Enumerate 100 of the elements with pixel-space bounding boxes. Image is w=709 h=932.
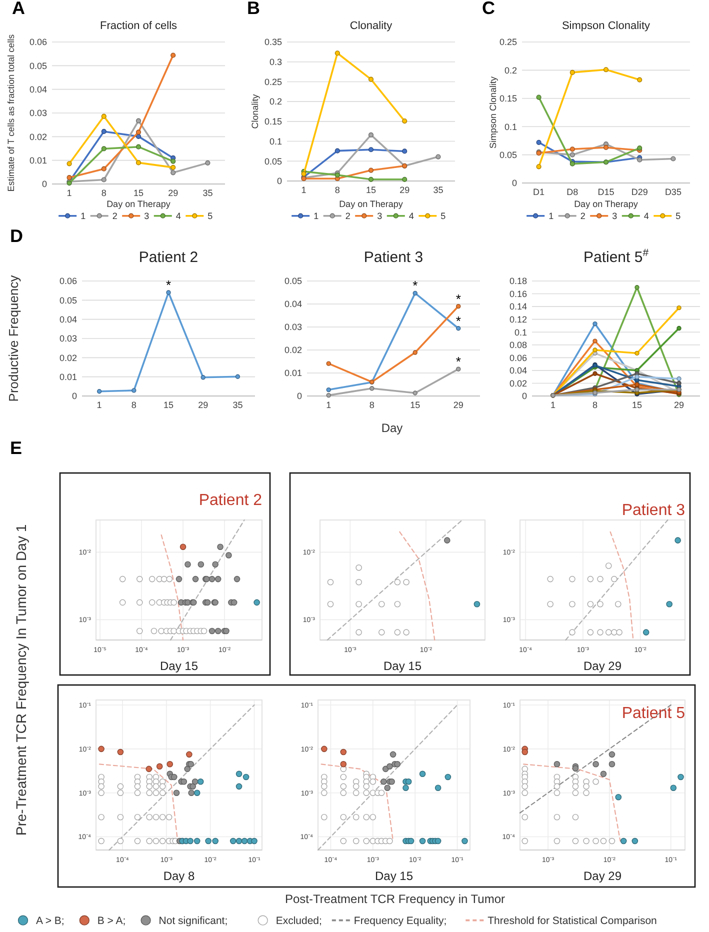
annotation: * [166, 278, 172, 292]
y-tick-label: 0.05 [59, 295, 77, 306]
chart-title: Patient 3 [364, 249, 424, 266]
x-axis-title: Day [381, 421, 403, 435]
y-tick-label: 0.1 [504, 122, 517, 132]
y-tick-label: 0.25 [264, 76, 282, 87]
legend-label: 1 [548, 211, 554, 221]
y-tick-label: 0.16 [509, 288, 527, 299]
y-tick-label: 0 [522, 391, 527, 402]
y-tick-label: 0.01 [59, 372, 77, 382]
x-tick-label: 15 [133, 188, 144, 198]
chart-title: Fraction of cells [100, 20, 178, 32]
x-tick-label: 35 [433, 185, 444, 195]
text: Day 29 [583, 869, 622, 883]
legend-label: 2 [345, 211, 350, 221]
x-tick-label: 35 [232, 400, 243, 410]
y-tick-label: 0.04 [284, 299, 302, 310]
x-tick-label: 8 [131, 400, 136, 410]
annotation: * [456, 354, 461, 370]
text: D [10, 226, 23, 246]
y-axis-title: Pre-Treatment TCR Frequency In Tumor on Day 1 [13, 524, 29, 836]
x-tick-label: 1 [66, 188, 72, 198]
x-tick-label: 29 [198, 400, 208, 410]
x-tick-label: 8 [334, 185, 340, 195]
text: Day 8 [163, 869, 195, 883]
legend-label: 2 [112, 211, 118, 221]
text: C [482, 0, 495, 18]
y-tick-label: 0.3 [269, 57, 282, 68]
y-tick-label: 0.02 [509, 378, 527, 388]
y-tick-label: 0.02 [59, 352, 77, 363]
y-tick-label: 0 [296, 391, 302, 402]
x-tick-label: D35 [664, 187, 682, 197]
y-tick-label: 0.2 [269, 96, 282, 107]
x-tick-label: D1 [533, 187, 545, 197]
y-tick-label: 0.1 [514, 327, 527, 338]
y-tick-label: 0.04 [509, 366, 527, 376]
x-tick-label: 8 [369, 400, 374, 410]
x-tick-label: 1 [96, 400, 102, 410]
text: Day 29 [583, 659, 622, 673]
y-tick-label: 0.05 [499, 150, 517, 160]
y-tick-label: 0.03 [284, 322, 302, 332]
legend-label: Frequency Equality; [354, 915, 447, 927]
x-tick-label: 15 [632, 400, 642, 410]
legend-label: 3 [377, 211, 382, 221]
y-tick-label: 0.18 [509, 276, 527, 286]
y-tick-label: 0.15 [264, 116, 282, 127]
legend-label: 1 [80, 211, 86, 221]
y-tick-label: 0.03 [29, 108, 47, 118]
y-tick-label: 0.15 [499, 94, 517, 104]
x-axis-title: Day on Therapy [106, 199, 171, 209]
x-tick-label: 1 [326, 400, 332, 410]
x-tick-label: 29 [400, 185, 410, 195]
x-tick-label: 8 [592, 400, 598, 410]
text: Patient 2 [198, 492, 262, 509]
x-axis-title: Day on Therapy [339, 199, 404, 209]
y-tick-label: 0.12 [509, 314, 527, 324]
legend-label: A > B; [36, 915, 64, 927]
x-tick-label: D8 [566, 187, 578, 197]
x-tick-label: 15 [163, 400, 174, 410]
text: Day 15 [160, 659, 198, 673]
text: E [10, 438, 22, 458]
legend-label: Excluded; [276, 915, 322, 927]
legend-label: 1 [314, 211, 319, 221]
y-tick-label: 0.14 [509, 302, 527, 312]
chart-title: Simpson Clonality [562, 20, 651, 32]
y-axis-title: Productive Frequency [6, 274, 21, 402]
x-axis-title: Day on Therapy [574, 199, 638, 209]
text: B [247, 0, 260, 18]
y-tick-label: 0.2 [504, 65, 517, 76]
y-tick-label: 0.05 [29, 60, 47, 71]
text: Day 15 [374, 869, 414, 883]
annotation: * [456, 291, 461, 306]
y-tick-label: 0.05 [284, 276, 302, 286]
y-tick-label: 0.01 [29, 155, 47, 166]
x-tick-label: 29 [168, 188, 178, 198]
legend-label: B > A; [97, 915, 126, 927]
x-axis-title: Post-Treatment TCR Frequency in Tumor [284, 892, 506, 906]
annotation: Patient 5 [622, 705, 686, 722]
legend-label: 2 [580, 211, 586, 221]
y-tick-label: 0.1 [269, 136, 282, 146]
y-axis-title: Clonality [250, 94, 260, 129]
y-tick-label: 0.06 [509, 352, 527, 363]
y-tick-label: 0.04 [59, 314, 77, 324]
x-tick-label: 35 [202, 188, 213, 198]
y-tick-label: 0.02 [29, 132, 47, 142]
y-tick-label: 0.08 [509, 340, 527, 350]
x-tick-label: 1 [550, 400, 556, 410]
chart-title: Patient 2 [138, 249, 198, 266]
x-tick-label: 8 [101, 188, 106, 198]
text: Patient 3 [622, 502, 686, 519]
y-tick-label: 0 [42, 179, 47, 190]
legend-label: 3 [612, 211, 618, 221]
y-tick-label: 0.35 [264, 37, 282, 48]
y-tick-label: 0 [72, 391, 77, 402]
annotation: * [412, 278, 418, 294]
legend-label: 4 [644, 211, 649, 221]
x-tick-label: 15 [410, 400, 420, 410]
legend-label: Threshold for Statistical Comparison [488, 915, 658, 927]
chart-title: Patient 5$^{#}$ [583, 247, 649, 266]
legend-label: 3 [144, 211, 150, 221]
